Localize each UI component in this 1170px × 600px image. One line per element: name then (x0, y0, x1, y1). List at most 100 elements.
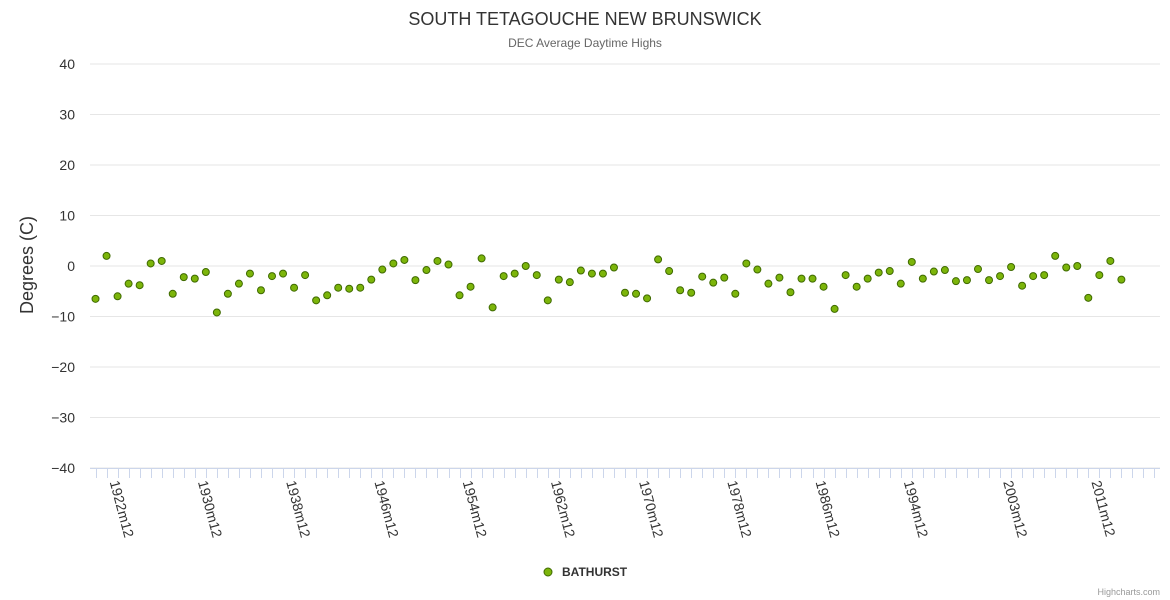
data-point[interactable] (411, 276, 420, 285)
data-point[interactable] (554, 275, 563, 284)
data-point[interactable] (234, 279, 243, 288)
data-point[interactable] (874, 268, 883, 277)
data-point[interactable] (400, 255, 409, 264)
data-point[interactable] (654, 255, 663, 264)
data-point[interactable] (323, 291, 332, 300)
data-point[interactable] (223, 289, 232, 298)
data-point[interactable] (830, 304, 839, 313)
data-point[interactable] (1106, 256, 1115, 265)
data-point[interactable] (576, 266, 585, 275)
series-bathurst[interactable] (91, 251, 1126, 317)
data-point[interactable] (1117, 275, 1126, 284)
data-point[interactable] (334, 283, 343, 292)
data-point[interactable] (918, 274, 927, 283)
data-point[interactable] (609, 263, 618, 272)
data-point[interactable] (102, 251, 111, 260)
data-point[interactable] (521, 262, 530, 270)
data-point[interactable] (532, 271, 541, 280)
data-point[interactable] (256, 286, 265, 295)
data-point[interactable] (885, 267, 894, 276)
data-point[interactable] (433, 256, 442, 265)
data-point[interactable] (698, 272, 707, 281)
data-point[interactable] (378, 265, 387, 274)
data-point[interactable] (907, 257, 916, 266)
data-point[interactable] (245, 269, 254, 278)
legend-item-bathurst[interactable]: BATHURST (562, 565, 628, 579)
data-point[interactable] (367, 275, 376, 284)
data-point[interactable] (863, 274, 872, 283)
data-point[interactable] (1051, 251, 1060, 260)
data-point[interactable] (444, 260, 453, 269)
data-point[interactable] (389, 259, 398, 268)
data-point[interactable] (179, 273, 188, 282)
data-point[interactable] (753, 265, 762, 274)
data-point[interactable] (279, 269, 288, 278)
data-point[interactable] (124, 279, 133, 288)
data-point[interactable] (819, 282, 828, 291)
data-point[interactable] (1040, 271, 1049, 280)
data-point[interactable] (1007, 263, 1016, 272)
data-point[interactable] (808, 274, 817, 283)
data-point[interactable] (709, 278, 718, 287)
data-point[interactable] (731, 289, 740, 298)
data-point[interactable] (742, 259, 751, 268)
data-point[interactable] (543, 296, 552, 305)
data-point[interactable] (466, 282, 475, 291)
data-point[interactable] (312, 296, 321, 305)
data-point[interactable] (488, 303, 497, 312)
legend[interactable]: BATHURST (543, 565, 628, 579)
data-point[interactable] (852, 282, 861, 291)
data-point[interactable] (929, 267, 938, 276)
data-point[interactable] (985, 276, 994, 285)
data-point[interactable] (499, 272, 508, 281)
y-tick-label: −20 (51, 359, 75, 375)
data-point[interactable] (212, 308, 221, 317)
data-point[interactable] (940, 266, 949, 275)
data-point[interactable] (676, 286, 685, 295)
data-point[interactable] (268, 272, 277, 281)
data-point[interactable] (598, 269, 607, 278)
data-point[interactable] (643, 294, 652, 303)
data-point[interactable] (290, 283, 299, 292)
data-point[interactable] (356, 283, 365, 292)
data-point[interactable] (962, 276, 971, 285)
data-point[interactable] (621, 288, 629, 297)
data-point[interactable] (1029, 272, 1038, 281)
data-point[interactable] (565, 278, 574, 287)
data-point[interactable] (1073, 262, 1082, 270)
data-point[interactable] (146, 259, 155, 268)
data-point[interactable] (91, 294, 100, 303)
data-point[interactable] (786, 288, 795, 297)
data-point[interactable] (113, 292, 122, 301)
data-point[interactable] (345, 284, 354, 293)
data-point[interactable] (190, 274, 199, 283)
data-point[interactable] (764, 279, 773, 288)
data-point[interactable] (775, 273, 784, 282)
data-point[interactable] (841, 271, 850, 280)
data-point[interactable] (973, 265, 982, 274)
data-point[interactable] (455, 291, 464, 300)
data-point[interactable] (951, 277, 960, 286)
credits-link[interactable]: Highcharts.com (1097, 587, 1160, 597)
data-point[interactable] (632, 289, 641, 298)
data-point[interactable] (687, 288, 696, 297)
data-point[interactable] (665, 267, 674, 276)
chart-title: SOUTH TETAGOUCHE NEW BRUNSWICK (408, 9, 761, 29)
data-point[interactable] (1095, 271, 1104, 280)
data-point[interactable] (422, 266, 431, 275)
data-point[interactable] (1062, 263, 1071, 272)
data-point[interactable] (1084, 293, 1093, 302)
data-point[interactable] (135, 281, 144, 290)
data-point[interactable] (720, 273, 729, 282)
data-point[interactable] (996, 272, 1005, 281)
data-point[interactable] (201, 268, 210, 277)
data-point[interactable] (797, 274, 806, 283)
data-point[interactable] (168, 289, 177, 298)
data-point[interactable] (587, 269, 596, 278)
data-point[interactable] (477, 254, 486, 263)
data-point[interactable] (301, 271, 310, 280)
data-point[interactable] (510, 269, 519, 278)
data-point[interactable] (1018, 281, 1027, 290)
data-point[interactable] (157, 256, 166, 265)
data-point[interactable] (896, 279, 905, 288)
